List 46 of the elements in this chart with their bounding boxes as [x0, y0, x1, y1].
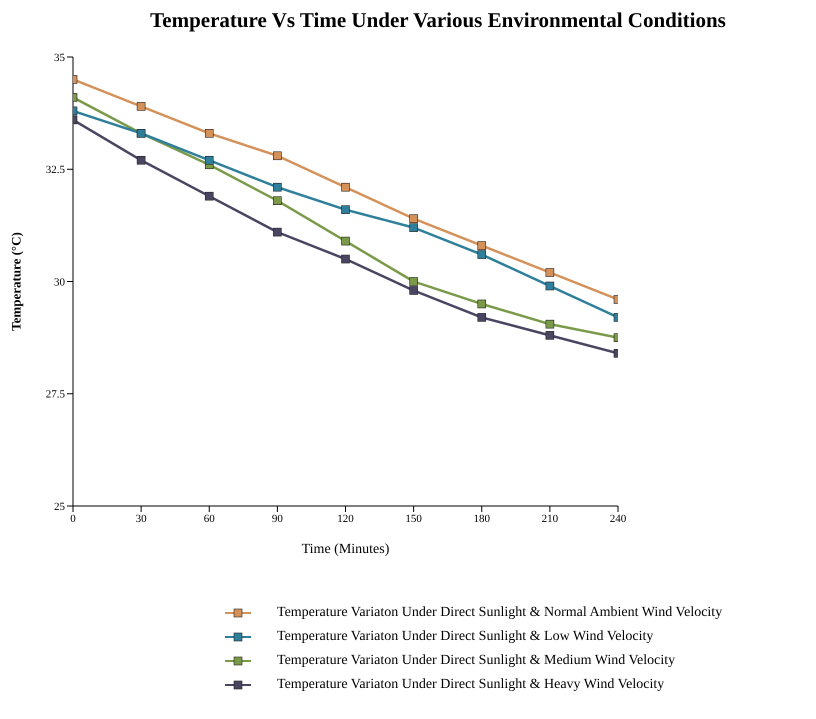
point — [341, 236, 350, 246]
legend-label: Temperature Variaton Under Direct Sunlight & Heavy Wind Velocity — [277, 677, 664, 693]
x-tick-label: 30 — [136, 512, 148, 525]
legend-label: Temperature Variaton Under Direct Sunlight & Normal Ambient Wind Velocity — [277, 605, 722, 621]
point — [409, 214, 418, 223]
point — [273, 196, 282, 205]
x-tick-label: 180 — [474, 512, 490, 525]
x-tick-label: 60 — [204, 512, 216, 525]
point — [136, 102, 146, 111]
point — [409, 277, 418, 286]
point — [341, 254, 350, 264]
x-axis-title: Time (Minutes) — [302, 542, 390, 557]
point — [273, 151, 282, 160]
point — [273, 228, 282, 236]
legend-label: Temperature Variaton Under Direct Sunlight & Medium Wind Velocity — [277, 653, 676, 669]
point — [477, 313, 486, 322]
x-tick-label: 90 — [272, 512, 284, 525]
y-tick-label: 32.5 — [46, 164, 66, 176]
point — [204, 156, 214, 165]
y-tick-label: 35 — [54, 52, 66, 64]
x-tick-label: 210 — [542, 512, 559, 525]
point — [341, 205, 350, 214]
point — [409, 223, 418, 232]
point — [546, 282, 554, 290]
point — [204, 129, 214, 138]
x-tick-label: 0 — [70, 512, 76, 525]
legend-label: Temperature Variaton Under Direct Sunlight & Low Wind Velocity — [277, 629, 654, 645]
point — [273, 182, 282, 192]
point — [477, 250, 486, 259]
y-tick-label: 27.5 — [46, 388, 66, 401]
point — [204, 192, 214, 200]
point — [341, 182, 350, 192]
point — [136, 156, 146, 165]
point — [409, 286, 418, 295]
point — [477, 300, 486, 308]
x-tick-label: 120 — [337, 512, 354, 525]
point — [546, 331, 554, 340]
point — [546, 320, 554, 328]
y-tick-label: 30 — [54, 276, 66, 288]
x-tick-label: 150 — [405, 512, 422, 525]
y-tick-label: 25 — [54, 500, 66, 513]
x-tick-label: 240 — [610, 512, 627, 525]
point — [477, 241, 486, 250]
y-axis-title: Temperature (°C) — [8, 232, 24, 331]
point — [546, 268, 554, 277]
chart-title: Temperature Vs Time Under Various Environmental Conditions — [149, 8, 727, 33]
